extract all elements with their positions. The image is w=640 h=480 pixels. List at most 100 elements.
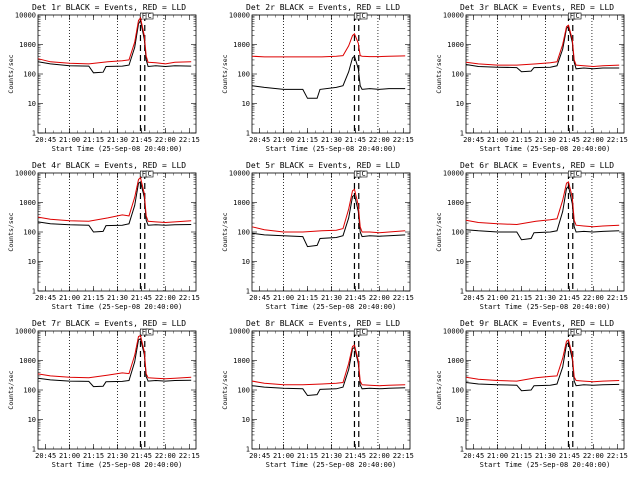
lld-series-line xyxy=(251,344,406,387)
y-tick-label: 1000 xyxy=(19,41,36,49)
y-axis-label: Counts/sec xyxy=(221,54,229,93)
flag-label: F xyxy=(142,170,146,178)
plot-frame xyxy=(465,330,625,450)
plot-frame xyxy=(37,172,197,292)
panel-title: Det 5r BLACK = Events, RED = LLD xyxy=(246,161,400,170)
events-series-line xyxy=(37,337,192,388)
events-series-line xyxy=(251,346,406,397)
y-tick-label: 1000 xyxy=(447,41,464,49)
flag-label: C xyxy=(361,12,365,20)
x-tick-label: 21:00 xyxy=(273,452,294,460)
flag-label: C xyxy=(361,170,365,178)
lld-series-line xyxy=(465,24,620,68)
x-tick-label: 21:30 xyxy=(107,136,128,144)
x-tick-label: 20:45 xyxy=(249,294,270,302)
x-tick-label: 21:00 xyxy=(273,136,294,144)
y-tick-label: 1 xyxy=(246,130,250,138)
x-tick-label: 21:15 xyxy=(511,136,532,144)
detector-panel-6: Det 6r BLACK = Events, RED = LLD 1 10 100 10… xyxy=(435,161,628,311)
panel-title: Det 2r BLACK = Events, RED = LLD xyxy=(246,3,400,12)
x-tick-label: 21:45 xyxy=(131,452,152,460)
x-tick-label: 21:15 xyxy=(511,452,532,460)
x-tick-label: 21:45 xyxy=(345,294,366,302)
lld-series-line xyxy=(251,32,406,58)
x-tick-label: 22:00 xyxy=(155,136,176,144)
x-tick-label: 21:45 xyxy=(345,136,366,144)
x-tick-label: 22:00 xyxy=(369,136,390,144)
flag-label: F xyxy=(142,12,146,20)
y-tick-label: 10000 xyxy=(443,12,464,20)
y-tick-label: 10000 xyxy=(229,12,250,20)
y-tick-label: 100 xyxy=(23,71,36,79)
y-tick-label: 1 xyxy=(32,446,36,454)
events-series-line xyxy=(251,55,406,99)
events-series-line xyxy=(37,19,192,74)
panel-title: Det 3r BLACK = Events, RED = LLD xyxy=(460,3,614,12)
y-tick-label: 1000 xyxy=(19,357,36,365)
x-tick-label: 22:00 xyxy=(155,294,176,302)
x-tick-label: 21:00 xyxy=(487,136,508,144)
x-tick-label: 21:30 xyxy=(107,294,128,302)
x-tick-label: 21:00 xyxy=(59,294,80,302)
x-tick-label: 21:00 xyxy=(487,294,508,302)
x-tick-label: 20:45 xyxy=(249,136,270,144)
plot-frame xyxy=(37,330,197,450)
x-tick-label: 21:30 xyxy=(535,136,556,144)
y-tick-label: 10 xyxy=(242,258,250,266)
lld-series-line xyxy=(465,339,620,383)
x-tick-label: 21:15 xyxy=(297,136,318,144)
flag-label: C xyxy=(147,328,151,336)
x-tick-label: 21:00 xyxy=(59,452,80,460)
y-tick-label: 10 xyxy=(242,416,250,424)
lld-series-line xyxy=(37,334,192,380)
x-tick-label: 22:00 xyxy=(583,136,604,144)
flag-label: F xyxy=(570,328,574,336)
x-tick-label: 21:30 xyxy=(107,452,128,460)
x-tick-label: 22:00 xyxy=(155,452,176,460)
y-axis-label: Counts/sec xyxy=(7,54,15,93)
y-tick-label: 10 xyxy=(28,258,36,266)
x-tick-label: 21:30 xyxy=(321,136,342,144)
flag-label: C xyxy=(575,12,579,20)
y-tick-label: 100 xyxy=(237,387,250,395)
flag-box xyxy=(145,170,154,178)
detector-panel-1: Det 1r BLACK = Events, RED = LLD 1 10 100 10… xyxy=(7,3,200,153)
flag-box xyxy=(573,12,582,20)
flag-box xyxy=(359,12,368,20)
x-tick-label: 21:45 xyxy=(345,452,366,460)
x-tick-label: 21:45 xyxy=(559,452,580,460)
detector-panel-2: Det 2r BLACK = Events, RED = LLD 1 10 100 10… xyxy=(221,3,414,153)
y-tick-label: 1000 xyxy=(447,357,464,365)
x-tick-label: 20:45 xyxy=(35,452,56,460)
x-tick-label: 20:45 xyxy=(35,294,56,302)
y-tick-label: 10000 xyxy=(229,170,250,178)
flag-label: F xyxy=(356,328,360,336)
x-tick-label: 21:30 xyxy=(535,294,556,302)
detector-panel-8: Det 8r BLACK = Events, RED = LLD 1 10 100 10… xyxy=(221,319,414,469)
x-tick-label: 22:15 xyxy=(607,452,628,460)
panel-title: Det 7r BLACK = Events, RED = LLD xyxy=(32,319,186,328)
events-series-line xyxy=(465,25,620,73)
flag-box xyxy=(145,328,154,336)
x-axis-label: Start Time (25-Sep-08 20:40:00) xyxy=(266,461,397,469)
y-tick-label: 10 xyxy=(28,416,36,424)
panel-title: Det 1r BLACK = Events, RED = LLD xyxy=(32,3,186,12)
y-tick-label: 10000 xyxy=(15,328,36,336)
lld-series-line xyxy=(251,188,406,234)
x-axis-label: Start Time (25-Sep-08 20:40:00) xyxy=(480,303,611,311)
y-tick-label: 1 xyxy=(246,446,250,454)
y-tick-label: 1000 xyxy=(233,41,250,49)
plot-frame xyxy=(465,14,625,134)
x-tick-label: 22:15 xyxy=(179,294,200,302)
y-tick-label: 1000 xyxy=(447,199,464,207)
y-tick-label: 10 xyxy=(456,100,464,108)
events-series-line xyxy=(251,194,406,248)
y-tick-label: 10000 xyxy=(229,328,250,336)
x-axis-label: Start Time (25-Sep-08 20:40:00) xyxy=(480,145,611,153)
detector-panel-3: Det 3r BLACK = Events, RED = LLD 1 10 100 10… xyxy=(435,3,628,153)
x-tick-label: 20:45 xyxy=(35,136,56,144)
x-tick-label: 21:30 xyxy=(535,452,556,460)
x-tick-label: 22:00 xyxy=(369,452,390,460)
flag-label: C xyxy=(575,328,579,336)
x-tick-label: 21:15 xyxy=(511,294,532,302)
